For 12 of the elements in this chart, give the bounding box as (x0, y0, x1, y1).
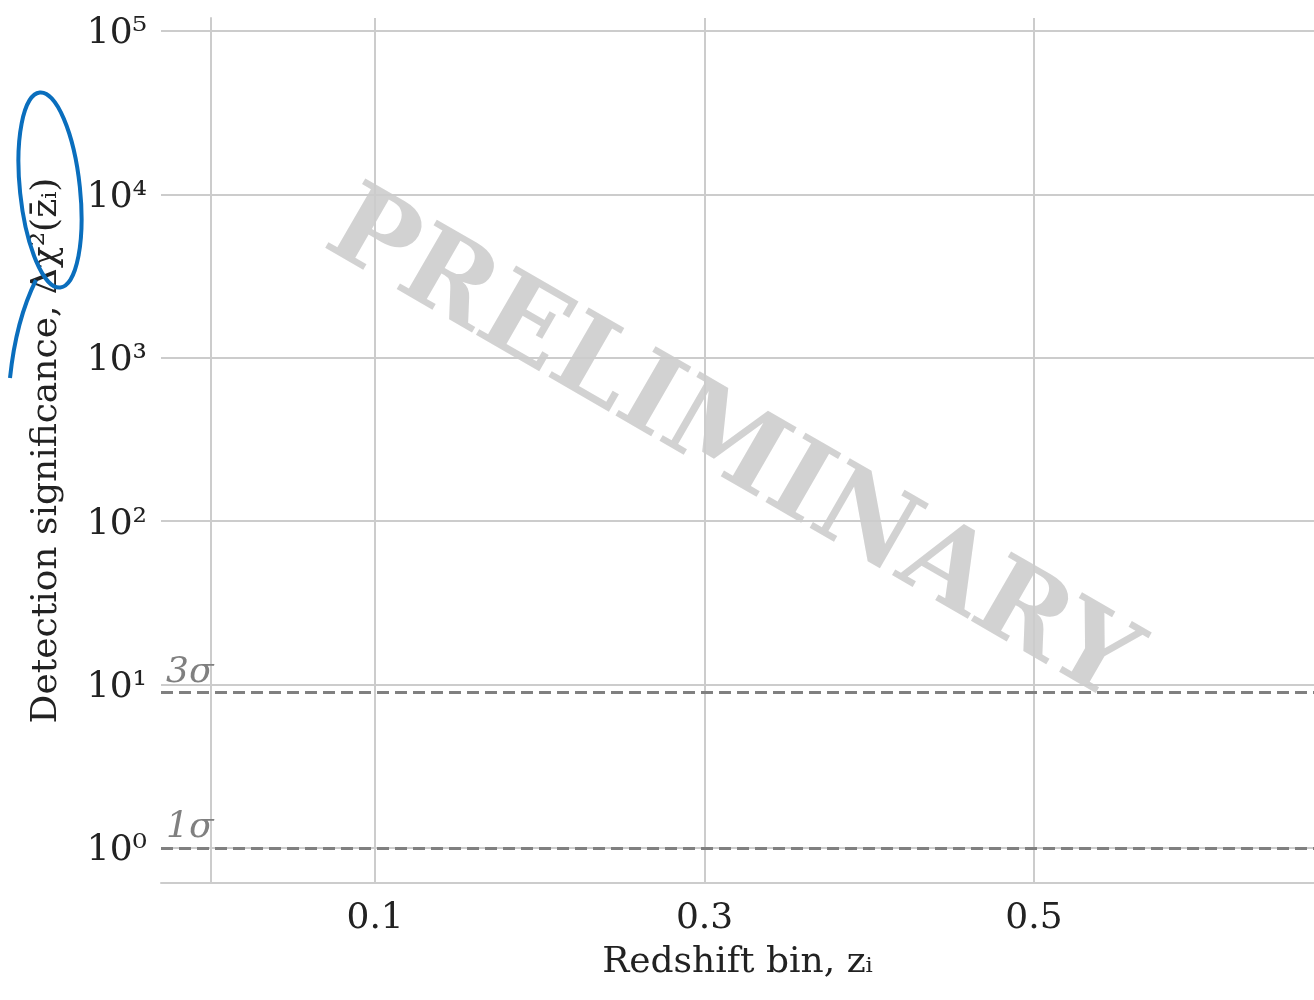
y-tick-label: 10⁵ (86, 10, 147, 52)
x-tick-label: 0.1 (346, 894, 404, 936)
ref-line-label: 1σ (166, 804, 215, 846)
x-axis-title: Redshift bin, zᵢ (602, 938, 873, 980)
y-tick-label: 10⁰ (86, 827, 147, 869)
ref-line-label: 3σ (166, 648, 215, 690)
x-tick-label: 0.5 (1005, 894, 1063, 936)
y-tick-label: 10¹ (86, 664, 147, 706)
y-tick-label: 10⁴ (86, 173, 147, 215)
x-tick-label: 0.3 (675, 894, 734, 936)
y-tick-label: 10² (86, 500, 147, 542)
y-tick-label: 10³ (86, 337, 147, 379)
